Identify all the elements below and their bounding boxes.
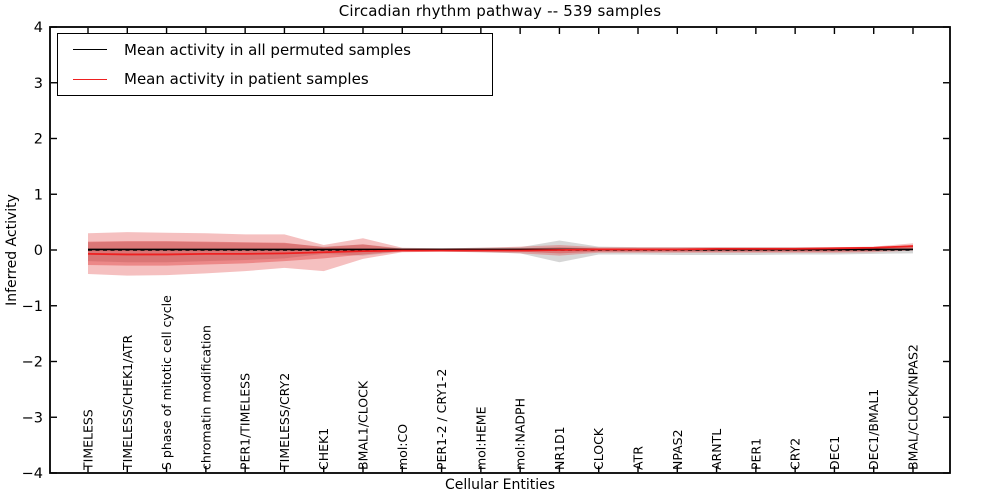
x-tick-label: mol:CO xyxy=(395,424,410,470)
patient-mean-line xyxy=(87,245,914,256)
x-tick-label: TIMELESS xyxy=(81,409,96,471)
x-tick-label: chromatin modification xyxy=(198,325,213,470)
x-tick-label: CRY2 xyxy=(788,438,803,470)
x-tick-label: S phase of mitotic cell cycle xyxy=(159,295,174,470)
x-tick-label: TIMELESS/CHEK1/ATR xyxy=(120,334,135,471)
x-tick-label: NR1D1 xyxy=(552,426,567,470)
x-tick-label: DEC1 xyxy=(827,436,842,470)
x-tick-label: CHEK1 xyxy=(316,428,331,470)
x-tick-label: BMAL/CLOCK/NPAS2 xyxy=(906,344,921,470)
legend: Mean activity in all permuted samples Me… xyxy=(57,33,493,96)
x-tick-label: PER1-2 / CRY1-2 xyxy=(434,369,449,470)
x-tick-label: CLOCK xyxy=(591,427,606,470)
y-tick-label: 4 xyxy=(34,20,43,36)
x-tick-label: mol:HEME xyxy=(473,406,488,470)
y-tick-label: −4 xyxy=(22,466,43,482)
x-tick-label: ARNTL xyxy=(709,429,724,470)
y-tick-label: 1 xyxy=(34,187,43,203)
legend-item-patient: Mean activity in patient samples xyxy=(58,65,492,93)
legend-permuted-line-swatch xyxy=(73,49,107,51)
x-tick-label: PER1/TIMELESS xyxy=(238,373,253,470)
y-tick-label: 2 xyxy=(34,132,43,148)
legend-item-permuted: Mean activity in all permuted samples xyxy=(58,36,492,64)
chart-title: Circadian rhythm pathway -- 539 samples xyxy=(338,2,662,20)
patient-std-inner-band xyxy=(88,241,913,266)
y-tick-label: −2 xyxy=(22,355,43,371)
x-tick-label: TIMELESS/CRY2 xyxy=(277,373,292,471)
x-tick-label: BMAL1/CLOCK xyxy=(356,380,371,470)
y-tick-label: −3 xyxy=(22,410,43,426)
patient-std-outer-band xyxy=(88,232,913,276)
x-tick-label: mol:NADPH xyxy=(513,398,528,470)
y-tick-label: −1 xyxy=(22,299,43,315)
x-tick-label: PER1 xyxy=(748,438,763,470)
legend-patient-line-swatch xyxy=(73,78,107,80)
x-axis-label: Cellular Entities xyxy=(444,477,556,493)
y-tick-label: 0 xyxy=(34,243,43,259)
x-tick-label: ATR xyxy=(631,446,646,470)
y-tick-label: 3 xyxy=(34,76,43,92)
x-tick-label: NPAS2 xyxy=(670,429,685,470)
plot-border xyxy=(49,26,951,474)
legend-patient-label: Mean activity in patient samples xyxy=(124,70,369,89)
x-tick-label: DEC1/BMAL1 xyxy=(866,389,881,470)
legend-permuted-label: Mean activity in all permuted samples xyxy=(124,40,411,59)
